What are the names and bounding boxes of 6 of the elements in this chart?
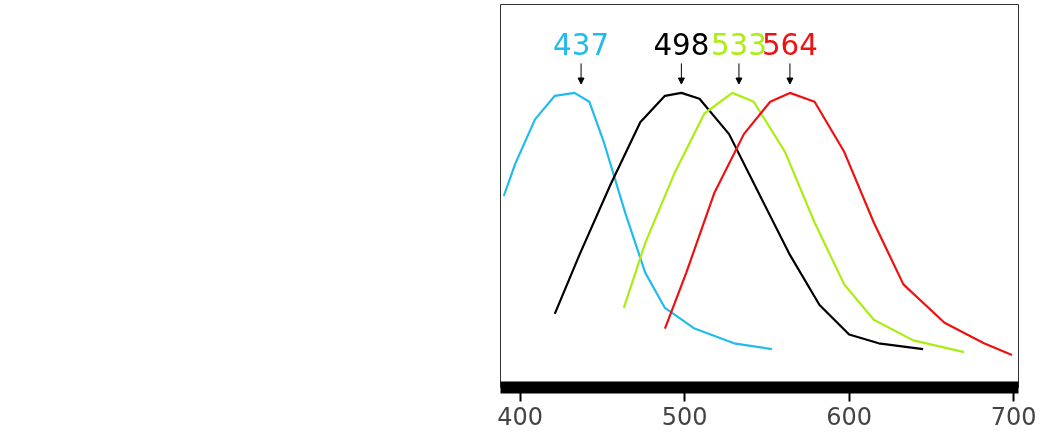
x-tick-label: 700 (990, 402, 1037, 431)
x-tick-label: 400 (497, 402, 544, 431)
annotation: 437 (553, 27, 610, 62)
annotation: 498 (653, 27, 710, 62)
x-tick-label: 500 (661, 402, 708, 431)
x-tick-label: 600 (826, 402, 873, 431)
